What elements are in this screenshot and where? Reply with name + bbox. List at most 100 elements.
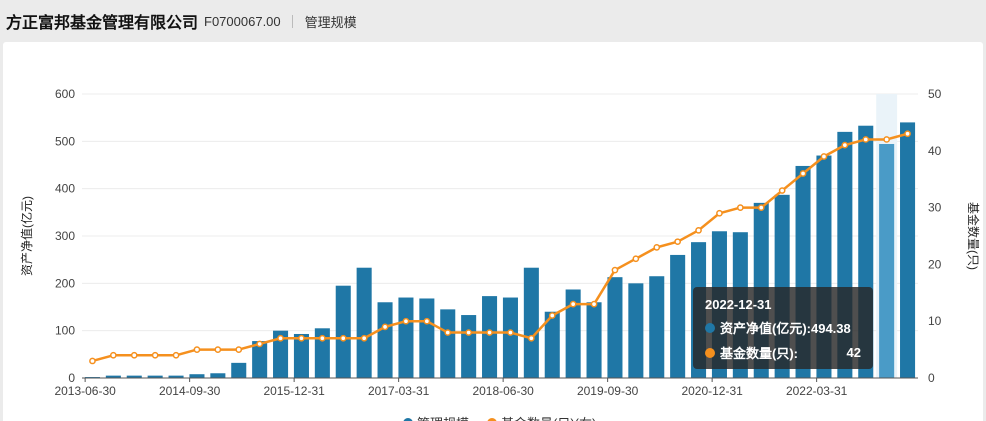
fund-count-point [277,334,284,342]
bar [607,277,623,378]
fund-count-point [110,351,117,359]
y-left-tick-label: 100 [55,324,75,338]
fund-count-point [737,204,744,211]
bar [356,267,372,378]
bar [252,341,268,378]
y-right-tick-label: 0 [928,371,935,385]
fund-count-point [778,187,786,194]
tooltip-row-net-asset: 资产净值(亿元):494.38 [705,318,861,337]
fund-count-point [904,130,911,138]
y-right-tick-label: 10 [928,314,942,328]
tooltip-date: 2022-12-31 [705,297,772,312]
fund-code: F0700067.00 [204,13,281,29]
bar [210,373,226,378]
fund-count-point [381,323,389,331]
bar [335,285,351,378]
x-tick-label: 2014-09-30 [159,384,221,398]
y-left-tick-label: 0 [68,371,75,385]
fund-count-point [402,317,410,325]
bar [168,375,184,378]
legend-bar-label: 管理规模 [417,416,469,421]
y-right-tick-label: 40 [928,144,942,158]
x-tick-label: 2019-09-30 [577,384,639,398]
bar [105,375,121,378]
fund-count-point [528,334,535,342]
bar [544,311,560,378]
y-left-axis-title: 资产净值(亿元) [19,196,34,276]
fund-count-point [444,329,452,336]
y-right-tick-label: 20 [928,257,942,271]
fund-count-point [674,238,682,246]
bar [440,309,456,378]
y-right-tick-label: 50 [928,87,942,101]
bar [189,374,205,378]
fund-count-point [256,340,263,348]
fund-count-point [590,300,598,308]
fund-count-point [632,255,640,263]
fund-count-point [298,334,305,342]
fund-count-point [507,329,514,336]
x-tick-label: 2017-03-31 [368,384,430,398]
chart-tooltip: 2022-12-31 资产净值(亿元):494.38 基金数量(只): 42 [693,287,873,369]
fund-count-point [465,329,472,336]
bar [586,302,602,378]
legend-line-label: 基金数量(只)(右) [501,416,596,421]
bar [523,267,539,378]
bar [231,362,247,378]
header-divider [291,14,293,28]
x-tick-label: 2018-06-30 [472,384,534,398]
tooltip-net-asset-label: 资产净值(亿元):494.38 [720,321,851,336]
legend-bar-swatch-icon [403,418,413,421]
bar [126,375,142,378]
fund-count-point [214,346,222,353]
x-tick-label: 2013-06-30 [54,384,116,398]
bar [482,296,498,378]
fund-count-point [193,346,201,353]
x-tick-label: 2015-12-31 [263,384,325,398]
bar [879,143,895,378]
fund-count-point [883,136,891,143]
x-tick-label: 2020-12-31 [681,384,743,398]
fund-count-point [89,357,96,365]
bar [147,375,163,378]
fund-count-point [172,351,180,359]
company-name: 方正富邦基金管理有限公司 [6,15,199,32]
fund-count-line [92,132,908,363]
y-left-tick-label: 300 [55,229,75,243]
y-right-tick-label: 30 [928,201,942,215]
x-tick-label: 2022-03-31 [786,384,848,398]
fund-count-point [716,209,723,217]
fund-count-point [757,204,765,211]
fund-count-point [569,300,577,308]
bar [273,330,289,378]
bar [565,289,581,378]
bar [649,276,665,378]
y-left-tick-label: 600 [55,87,75,101]
y-left-tick-label: 200 [55,276,75,290]
y-left-tick-label: 500 [55,134,75,148]
tooltip-fund-count-label: 基金数量(只): [720,346,798,361]
fund-count-point [548,312,556,319]
line-series-dot-icon [705,347,715,358]
bar [398,297,414,378]
bar [377,302,393,378]
fund-count-point [862,136,870,143]
fund-count-point [486,329,493,336]
fund-count-point [695,226,702,234]
fund-count-point [653,244,661,251]
section-title[interactable]: 管理规模 [304,14,357,30]
y-left-tick-label: 400 [55,182,75,196]
fund-count-point [151,351,159,359]
fund-count-point [339,334,347,342]
bar [314,328,330,378]
fund-count-point [799,170,807,177]
bar [670,254,686,378]
legend-line-swatch-icon [487,418,497,421]
management-scale-chart: 0 100 200 300 400 500 600 0 10 20 30 40 50 2013-06-30… [19,87,981,421]
bar [293,333,309,378]
fund-count-point [820,153,828,160]
chart-card: 0 100 200 300 400 500 600 0 10 20 30 40 50 2013-06-30… [3,42,983,421]
fund-count-point [319,334,326,342]
bar [900,122,916,379]
bar [419,298,435,378]
